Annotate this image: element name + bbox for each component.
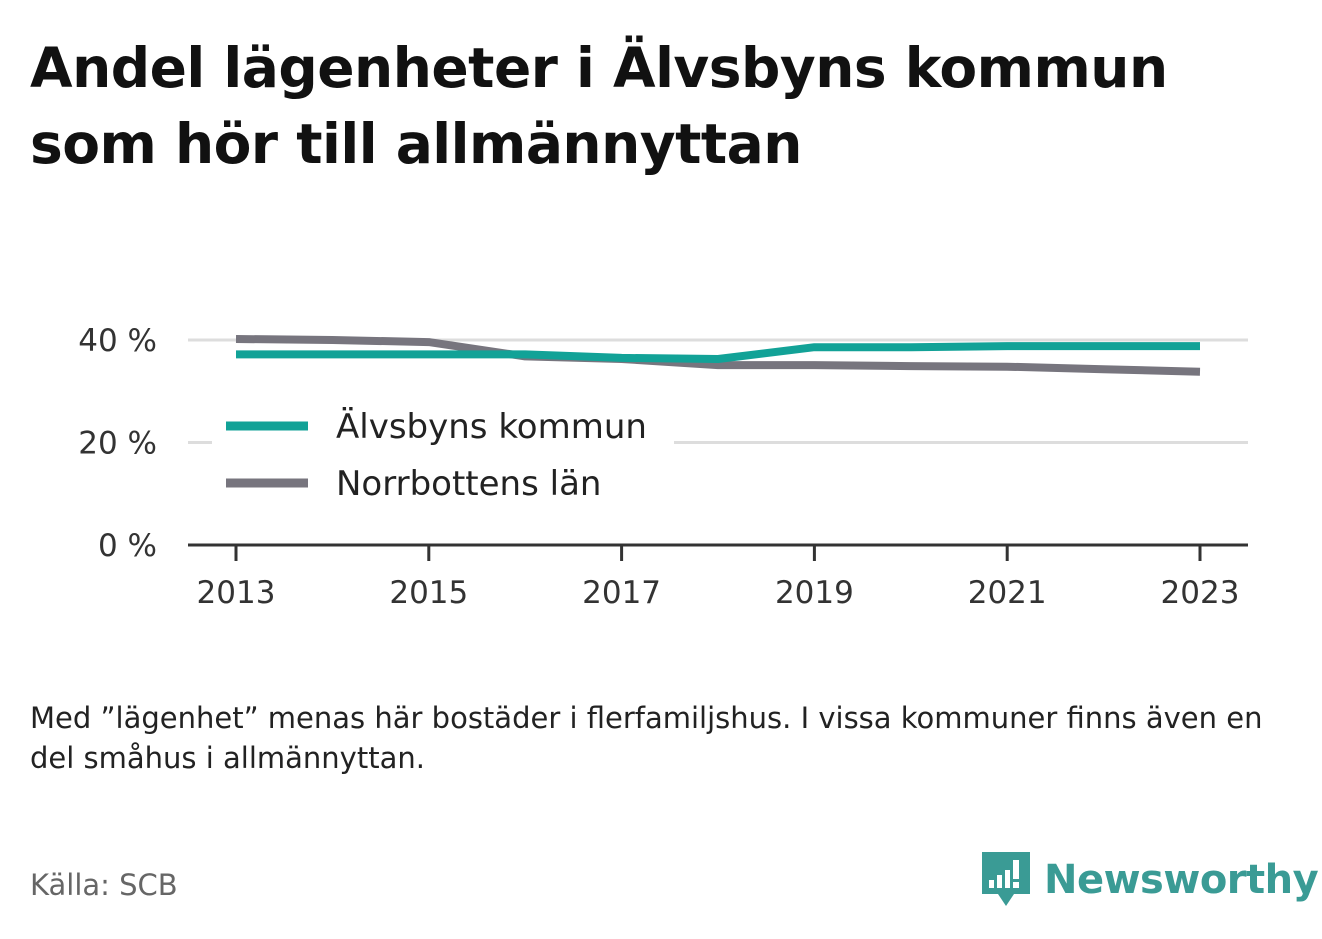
brand-logo[interactable]: Newsworthy [980, 850, 1319, 910]
series-line [236, 342, 1200, 363]
series-lines [235, 335, 1201, 376]
brand-name: Newsworthy [1044, 857, 1319, 903]
x-tick-label: 2023 [1161, 575, 1240, 611]
legend-label: Norrbottens län [336, 464, 601, 504]
legend-background [212, 398, 674, 516]
chart-title: Andel lägenheter i Älvsbyns kommun som h… [30, 36, 1168, 176]
x-tick-label: 2021 [968, 575, 1047, 611]
x-axis: 2013 2015 2017 2019 2021 2023 [188, 543, 1248, 611]
source-label: Källa: SCB [30, 868, 178, 902]
x-tick-label: 2019 [775, 575, 854, 611]
y-axis-ticks: 0 % 20 % 40 % [78, 323, 157, 564]
legend-label: Älvsbyns kommun [336, 407, 647, 447]
series-line [235, 335, 1201, 376]
legend: Älvsbyns kommun Norrbottens län [212, 398, 674, 516]
y-tick-label: 0 % [98, 528, 157, 564]
y-tick-label: 20 % [78, 426, 157, 462]
x-tick-label: 2017 [582, 575, 661, 611]
x-tick-label: 2013 [197, 575, 276, 611]
x-tick-label: 2015 [389, 575, 468, 611]
y-tick-label: 40 % [78, 323, 157, 359]
newsworthy-logo-icon [982, 852, 1030, 906]
footnote: Med ”lägenhet” menas här bostäder i fler… [30, 701, 1263, 775]
